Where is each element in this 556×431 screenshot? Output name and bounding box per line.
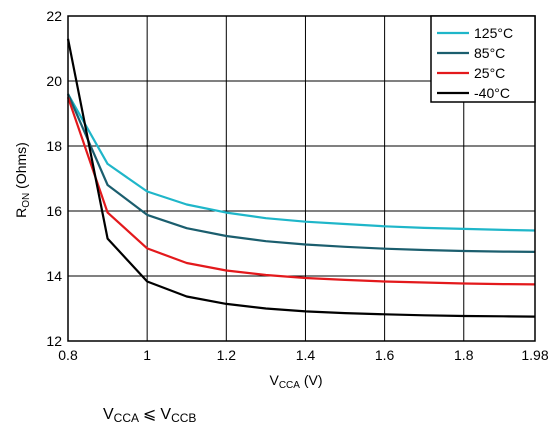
x-tick-label: 1.8 [454,347,474,363]
series-line-25c [66,96,536,286]
y-axis-label: RON (Ohms) [13,142,32,218]
legend-label: 85°C [474,45,505,61]
y-tick-label: 20 [46,73,62,89]
y-tick-label: 18 [46,138,62,154]
x-tick-label: 1.6 [375,347,395,363]
series-lines [66,38,536,318]
series-line-125c [67,93,536,232]
x-axis-label: VCCA (V) [269,372,322,391]
legend-box [430,15,536,103]
y-tick-labels: 12 14 16 18 20 22 [46,8,62,349]
x-tick-labels: 0.8 1 1.2 1.4 1.6 1.8 1.98 [58,347,549,363]
legend: 125°C 85°C 25°C -40°C [430,15,536,103]
voltage-condition-note: VCCA ⩽ VCCB [103,406,196,425]
series-line-85c [66,93,536,253]
y-tick-label: 16 [46,203,62,219]
legend-label: 125°C [474,25,513,41]
y-tick-label: 22 [46,8,62,24]
legend-label: 25°C [474,65,505,81]
legend-label: -40°C [474,85,510,101]
y-tick-label: 12 [46,333,62,349]
plot-frame [67,15,536,342]
x-tick-label: 1 [143,347,151,363]
x-tick-label: 1.98 [521,347,548,363]
x-tick-label: 1.2 [217,347,237,363]
series-line--40c [66,38,536,318]
x-tick-label: 0.8 [58,347,78,363]
y-tick-label: 14 [46,268,62,284]
x-tick-label: 1.4 [296,347,316,363]
